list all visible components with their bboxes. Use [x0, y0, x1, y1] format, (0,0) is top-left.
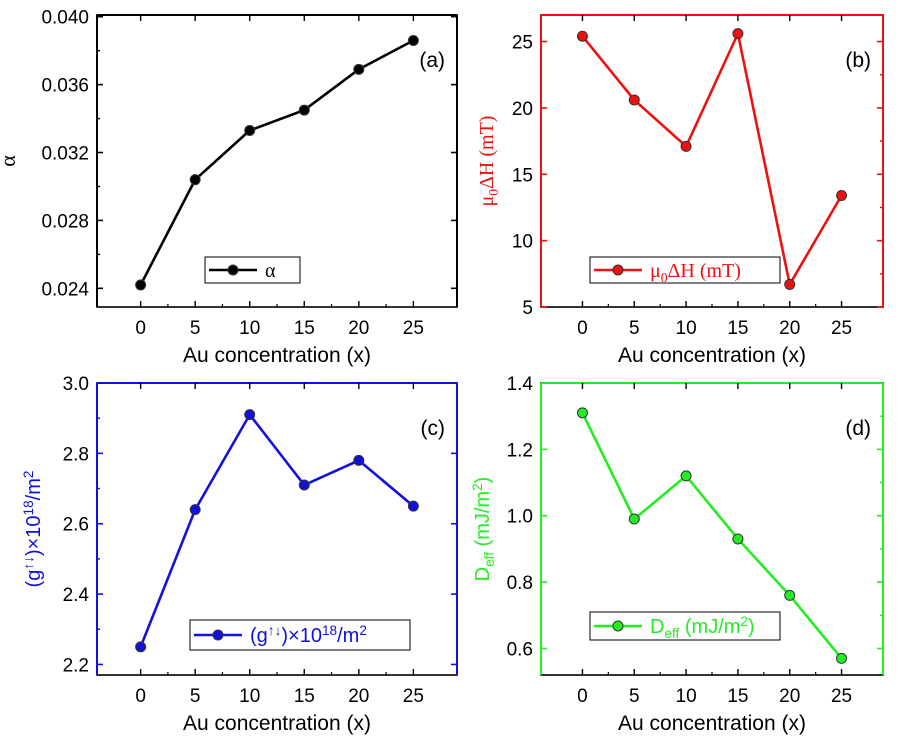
x-tick-label: 10	[239, 318, 260, 339]
y-axis-title: Deff (mJ/m2)	[470, 477, 497, 582]
panel-label: (b)	[845, 49, 871, 72]
x-tick-label: 20	[779, 686, 800, 707]
y-tick-label: 0.028	[41, 211, 89, 232]
x-tick-label: 25	[403, 318, 424, 339]
data-point	[244, 124, 256, 136]
y-tick-label: 20	[512, 99, 533, 120]
legend-label: Deff (mJ/m2)	[650, 614, 755, 641]
y-tick-label: 2.6	[63, 515, 89, 536]
x-axis-title: Au concentration (x)	[618, 712, 806, 735]
x-tick-label: 25	[831, 318, 852, 339]
legend-label: (g↑↓)×1018/m2	[250, 623, 367, 647]
x-tick-label: 10	[239, 686, 260, 707]
panel-label: (a)	[419, 49, 445, 72]
data-point	[680, 140, 692, 152]
y-axis-title: μ0ΔH (mT)	[476, 116, 501, 207]
y-axis-title: (g↑↓)×1018/m2	[21, 471, 45, 588]
y-tick-label: 0.024	[41, 279, 89, 300]
x-tick-label: 15	[727, 686, 748, 707]
x-tick-label: 20	[348, 686, 369, 707]
y-tick-label: 0.8	[507, 573, 533, 594]
data-point	[784, 589, 796, 601]
x-tick-label: 15	[294, 686, 315, 707]
data-point	[244, 409, 256, 421]
data-point	[680, 470, 692, 482]
x-tick-label: 10	[676, 686, 697, 707]
y-tick-label: 25	[512, 33, 533, 54]
series-line	[581, 29, 843, 289]
data-point	[298, 479, 310, 491]
x-tick-label: 20	[779, 318, 800, 339]
series-line	[581, 412, 843, 660]
series-line	[139, 412, 415, 648]
y-tick-label: 2.8	[63, 444, 89, 465]
y-tick-label: 0.036	[41, 76, 89, 97]
legend-label: α	[265, 260, 276, 282]
data-point	[628, 94, 640, 106]
data-point	[298, 104, 310, 116]
x-tick-label: 0	[135, 318, 146, 339]
y-tick-label: 0.032	[41, 144, 89, 165]
x-tick-label: 20	[348, 318, 369, 339]
data-point	[189, 504, 201, 516]
data-point	[836, 190, 848, 202]
y-tick-label: 10	[512, 232, 533, 253]
data-point	[353, 454, 365, 466]
x-tick-label: 0	[577, 686, 588, 707]
data-point	[576, 30, 588, 42]
x-tick-label: 5	[190, 318, 201, 339]
data-point	[407, 500, 419, 512]
x-tick-label: 25	[403, 686, 424, 707]
x-axis-title: Au concentration (x)	[183, 344, 371, 367]
x-tick-label: 0	[577, 318, 588, 339]
x-axis-title: Au concentration (x)	[183, 712, 371, 735]
series-line	[139, 39, 414, 286]
data-point	[732, 533, 744, 545]
panel-d: 0 5 10 15 20 25 0.6 0.8 1.0 1.2 1.4 Au concentratio…	[470, 374, 884, 735]
y-axis-title: α	[0, 155, 20, 167]
panel-label: (d)	[845, 417, 871, 440]
x-tick-label: 0	[135, 686, 146, 707]
y-tick-label: 1.0	[507, 507, 533, 528]
panel-a: 0 5 10 15 20 25 0.024 0.028 0.032 0.036 0.040 Au co…	[0, 8, 458, 367]
panel-label: (c)	[421, 417, 446, 440]
x-tick-label: 10	[676, 318, 697, 339]
panel-b: 0 5 10 15 20 25 5 10 15 20 25 Au concentration (x) μ…	[476, 14, 884, 367]
y-tick-label: 15	[512, 165, 533, 186]
data-point	[732, 28, 744, 40]
panel-c: 0 5 10 15 20 25 2.2 2.4 2.6 2.8 3.0 Au concentratio…	[21, 374, 458, 735]
y-tick-label: 3.0	[63, 374, 89, 395]
y-tick-label: 2.2	[63, 655, 89, 676]
x-tick-label: 15	[727, 318, 748, 339]
legend-marker	[612, 620, 624, 632]
data-point	[836, 652, 848, 664]
x-tick-label: 25	[831, 686, 852, 707]
y-tick-label: 0.6	[507, 639, 533, 660]
data-point	[353, 63, 365, 75]
data-point	[189, 174, 201, 186]
y-tick-label: 5	[522, 298, 533, 319]
legend-marker	[212, 629, 224, 641]
data-point	[135, 279, 147, 291]
x-tick-label: 5	[629, 686, 640, 707]
data-point	[784, 278, 796, 290]
legend-label: μ0ΔH (mT)	[650, 260, 741, 285]
y-tick-label: 2.4	[63, 585, 90, 606]
legend-marker	[227, 264, 239, 276]
y-tick-label: 0.040	[41, 8, 89, 29]
x-tick-label: 5	[629, 318, 640, 339]
y-tick-label: 1.2	[507, 440, 533, 461]
data-point	[628, 513, 640, 525]
data-point	[576, 407, 588, 419]
x-tick-label: 15	[294, 318, 315, 339]
y-tick-label: 1.4	[507, 374, 534, 395]
legend-marker	[612, 264, 624, 276]
x-axis-title: Au concentration (x)	[618, 344, 806, 367]
x-tick-label: 5	[190, 686, 201, 707]
data-point	[407, 34, 419, 46]
data-point	[135, 641, 147, 653]
